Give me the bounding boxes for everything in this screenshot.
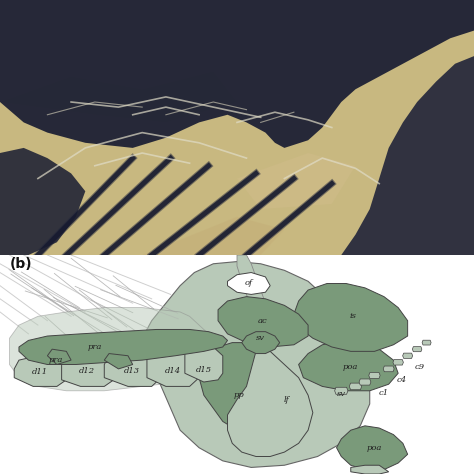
Polygon shape <box>185 345 223 382</box>
Polygon shape <box>47 349 71 365</box>
Polygon shape <box>337 426 408 470</box>
Polygon shape <box>294 283 408 351</box>
Polygon shape <box>0 72 237 122</box>
Polygon shape <box>104 351 161 386</box>
Text: d14: d14 <box>165 367 181 375</box>
Polygon shape <box>369 373 380 378</box>
Text: pp: pp <box>234 391 245 399</box>
Polygon shape <box>335 387 348 394</box>
Text: (b): (b) <box>9 257 32 271</box>
Polygon shape <box>218 297 308 347</box>
Text: d13: d13 <box>124 367 140 375</box>
Polygon shape <box>228 273 270 294</box>
Polygon shape <box>62 354 114 386</box>
Polygon shape <box>351 465 389 474</box>
Polygon shape <box>242 332 280 354</box>
Polygon shape <box>359 379 371 385</box>
Text: c1: c1 <box>379 389 389 397</box>
Text: d12: d12 <box>79 367 95 375</box>
Polygon shape <box>0 0 474 148</box>
Polygon shape <box>9 308 223 391</box>
Text: d15: d15 <box>196 366 212 374</box>
Text: poa: poa <box>343 363 358 371</box>
Text: c4: c4 <box>397 376 407 384</box>
Polygon shape <box>19 329 228 365</box>
Polygon shape <box>402 353 412 358</box>
Polygon shape <box>142 217 284 255</box>
Polygon shape <box>142 262 370 467</box>
Text: pra: pra <box>48 356 63 364</box>
Polygon shape <box>237 255 275 347</box>
Text: sv: sv <box>256 334 265 342</box>
Text: sv: sv <box>337 390 346 398</box>
Text: ac: ac <box>258 317 268 325</box>
Polygon shape <box>349 383 362 390</box>
Polygon shape <box>383 366 394 372</box>
Polygon shape <box>147 349 199 386</box>
Text: pra: pra <box>88 343 102 351</box>
Polygon shape <box>14 356 66 386</box>
Polygon shape <box>412 346 422 352</box>
Polygon shape <box>199 343 280 435</box>
Polygon shape <box>237 153 356 209</box>
Text: d11: d11 <box>32 368 48 376</box>
Polygon shape <box>104 354 133 369</box>
Text: is: is <box>350 312 356 320</box>
Text: poa: poa <box>367 444 382 452</box>
Text: c9: c9 <box>414 363 425 371</box>
Polygon shape <box>228 351 313 456</box>
Text: lf: lf <box>284 395 290 403</box>
Polygon shape <box>0 148 85 255</box>
Text: of: of <box>245 280 253 287</box>
Polygon shape <box>422 340 431 345</box>
Polygon shape <box>393 360 403 365</box>
Polygon shape <box>341 56 474 255</box>
Polygon shape <box>299 340 398 391</box>
